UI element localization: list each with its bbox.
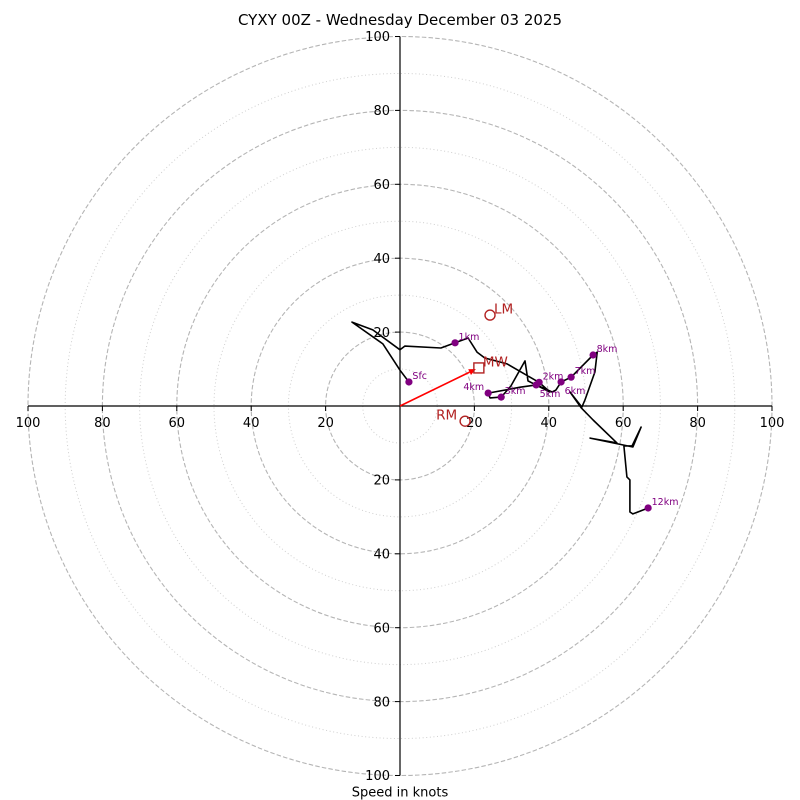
height-marker-label: 6km: [565, 386, 586, 397]
height-marker-dot: [484, 389, 492, 397]
y-tick-label: 40: [373, 548, 390, 563]
height-marker-label: 2km: [543, 371, 564, 382]
y-tick-label: 80: [373, 104, 390, 119]
chart-title: CYXY 00Z - Wednesday December 03 2025: [238, 11, 562, 29]
y-tick-label: 20: [373, 474, 390, 489]
height-marker-label: 8km: [597, 344, 618, 355]
mean-wind-vector: [399, 371, 470, 407]
hodograph-trace-group: [351, 321, 649, 515]
x-tick-label: 40: [243, 416, 260, 431]
height-marker-dot: [532, 381, 540, 389]
x-tick-label: 60: [615, 416, 632, 431]
y-tick-label: 60: [373, 621, 390, 636]
height-marker-dot: [405, 378, 413, 386]
tick-marks: 100 80 60 40 20 20 40 60 80 100100806040202040608…: [16, 30, 785, 784]
x-tick-label: 80: [94, 416, 111, 431]
x-tick-label: 60: [169, 416, 186, 431]
height-marker-dot: [557, 378, 565, 386]
height-marker-dot: [567, 373, 575, 381]
storm-motion-marker-mw-label: MW: [483, 354, 508, 370]
y-tick-label: 80: [373, 695, 390, 710]
storm-motion-marker-lm-label: LM: [494, 302, 513, 318]
height-marker-label: 5km: [540, 389, 561, 400]
y-tick-label: 100: [365, 30, 390, 45]
storm-motion-marker-mw: [473, 362, 485, 374]
storm-motion-marker-rm: [459, 415, 471, 427]
height-marker-label: 7km: [575, 366, 596, 377]
height-marker-label: 1km: [459, 332, 480, 343]
height-marker-dot: [451, 339, 459, 347]
height-marker-label: 4km: [463, 382, 484, 393]
height-marker-dot: [497, 393, 505, 401]
y-tick-label: 20: [373, 326, 390, 341]
y-tick-label: 60: [373, 178, 390, 193]
x-tick-label: 40: [541, 416, 558, 431]
storm-motion-marker-lm: [484, 309, 496, 321]
x-tick-label: 80: [689, 416, 706, 431]
height-marker-label: Sfc: [412, 371, 427, 382]
x-tick-label: 100: [760, 416, 785, 431]
height-marker-dot: [589, 351, 597, 359]
y-tick-label: 100: [365, 769, 390, 784]
x-axis-label: Speed in knots: [352, 786, 449, 800]
height-marker-label: 3km: [505, 386, 526, 397]
height-marker-dot: [644, 504, 652, 512]
storm-motion-markers: LM MW RM: [436, 302, 513, 427]
y-tick-label: 40: [373, 252, 390, 267]
hodograph-trace: [351, 321, 649, 515]
storm-motion-marker-rm-label: RM: [436, 408, 457, 424]
x-tick-label: 100: [16, 416, 41, 431]
x-tick-label: 20: [317, 416, 334, 431]
height-marker-label: 12km: [652, 497, 679, 508]
